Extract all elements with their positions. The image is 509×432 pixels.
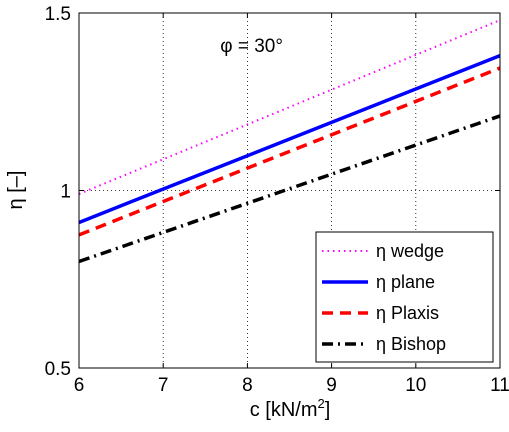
- legend-label-plane: η plane: [376, 272, 435, 292]
- legend-label-bishop: η Bishop: [376, 334, 446, 354]
- x-tick-label: 6: [74, 375, 85, 396]
- y-tick-label: 0.5: [45, 359, 71, 380]
- phi-annotation: φ = 30°: [220, 36, 283, 57]
- y-tick-labels: 0.5 1 1.5: [45, 4, 71, 380]
- y-tick-label: 1: [60, 182, 71, 203]
- legend: η wedge η plane η Plaxis η Bishop: [315, 231, 494, 363]
- x-tick-label: 11: [490, 375, 509, 396]
- x-tick-label: 9: [326, 375, 337, 396]
- series-line-wedge: [78, 19, 501, 195]
- x-tick-label: 10: [405, 375, 426, 396]
- series-line-plaxis: [78, 66, 501, 237]
- x-axis-label: c [kN/m2]: [250, 396, 331, 421]
- y-axis-label: η [–]: [5, 171, 27, 210]
- series-line-plane: [78, 53, 501, 225]
- x-tick-label: 7: [158, 375, 169, 396]
- legend-box: [315, 231, 494, 363]
- x-tick-label: 8: [242, 375, 253, 396]
- legend-label-wedge: η wedge: [376, 241, 444, 261]
- y-tick-label: 1.5: [45, 4, 71, 25]
- series-lines: [78, 19, 501, 264]
- legend-label-plaxis: η Plaxis: [376, 303, 439, 323]
- x-tick-labels: 6 7 8 9 10 11: [74, 375, 509, 396]
- plot-frame: [78, 12, 501, 369]
- series-line-bishop: [78, 114, 501, 264]
